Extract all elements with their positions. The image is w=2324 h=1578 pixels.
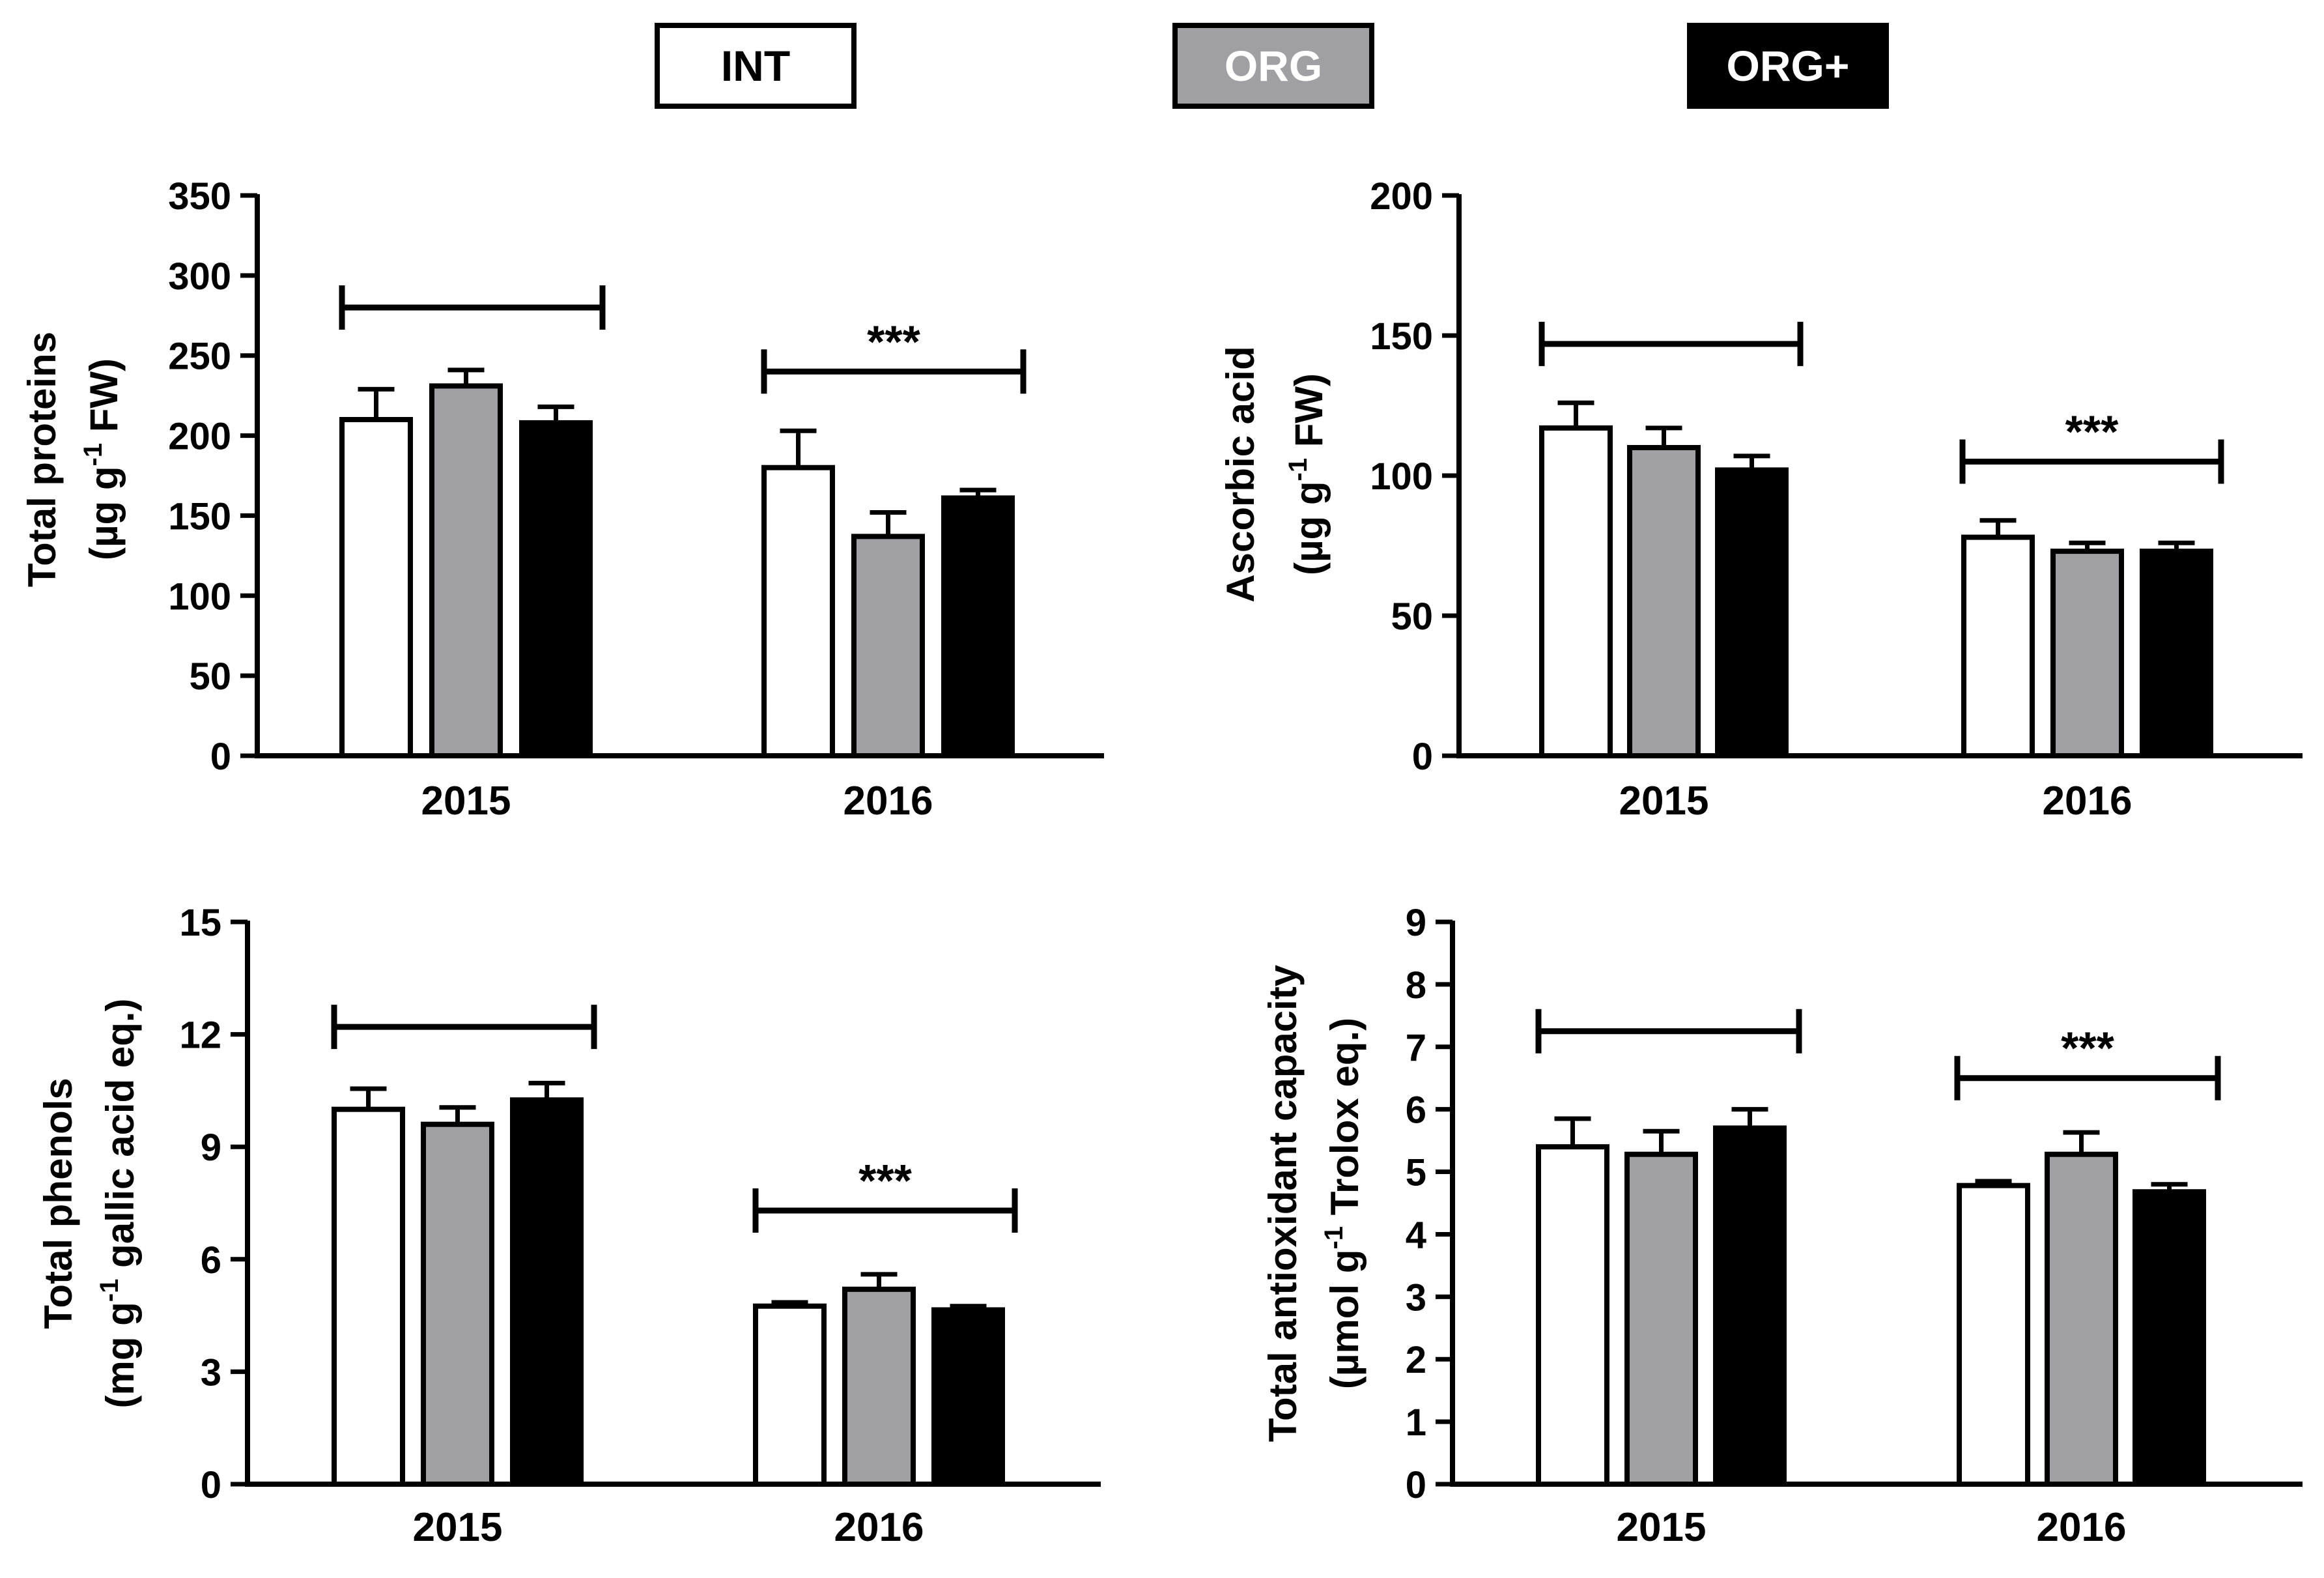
y-tick-label: 6 <box>201 1239 221 1282</box>
chart-panel-1: 0 50 100 150 200 250 300 350 2015 2016 *** Total pr… <box>20 175 1104 824</box>
y-tick-label: 8 <box>1406 964 1426 1007</box>
bar-orgplus-2015 <box>510 1097 584 1487</box>
ylabel-unit-start: (µg g <box>1287 481 1331 575</box>
ylabel-unit-start: (µg g <box>82 466 126 560</box>
y-axis-label-line1: Total proteins <box>20 332 64 587</box>
bar-int-2015 <box>1539 425 1613 759</box>
y-tick-label: 6 <box>1406 1089 1426 1132</box>
y-axis-label-line2: (mg g-1 gallic acid eq.) <box>95 998 142 1408</box>
legend-org: ORG <box>1172 23 1374 109</box>
bar-int-2016 <box>1957 1183 2030 1487</box>
y-tick-label: 0 <box>1412 736 1433 778</box>
ylabel-unit-end: gallic acid eq.) <box>98 998 142 1278</box>
bar-org-2016 <box>851 534 925 758</box>
bar-orgplus-2016 <box>941 495 1015 759</box>
ylabel-unit-end: Trolox eq.) <box>1323 1018 1367 1226</box>
legend-orgplus-label: ORG+ <box>1726 42 1850 90</box>
bar-org-2016 <box>2050 549 2124 758</box>
legend-int-label: INT <box>720 42 791 90</box>
bar-org-2016 <box>2045 1151 2118 1487</box>
y-tick-label: 50 <box>1391 595 1433 638</box>
bar-orgplus-2016 <box>2133 1189 2206 1487</box>
bar-int-2015 <box>339 417 413 758</box>
bar-int-2015 <box>332 1106 405 1487</box>
bar-int-2016 <box>1961 534 2035 758</box>
y-axis-label-line2: (µg g-1 FW) <box>79 358 126 560</box>
x-tick-label-2016: 2016 <box>834 1505 924 1550</box>
ylabel-unit-sup: -1 <box>1284 458 1312 481</box>
significance-label-2016: *** <box>858 1155 912 1206</box>
chart-panel-2: 0 50 100 150 200 2015 2016 *** Ascorbic acid (µg … <box>1219 175 2303 824</box>
y-axis-label-line1: Total phenols <box>36 1078 80 1329</box>
bar-orgplus-2016 <box>2140 549 2213 758</box>
x-tick-label-2016: 2016 <box>843 779 933 824</box>
y-axis-label-line2: (µmol g-1 Trolox eq.) <box>1320 1018 1367 1389</box>
legend-orgplus: ORG+ <box>1687 23 1889 109</box>
x-tick-label-2015: 2015 <box>1619 779 1709 824</box>
y-tick-label: 250 <box>168 336 231 378</box>
y-tick-label: 200 <box>168 416 231 458</box>
ylabel-unit-sup: -1 <box>95 1279 124 1302</box>
legend-org-label: ORG <box>1224 42 1323 90</box>
bar-int-2015 <box>1536 1144 1609 1487</box>
bar-int-2016 <box>753 1303 827 1487</box>
chart-panel-3: 0 3 6 9 12 15 2015 2016 *** Total phenols (mg g-1 … <box>36 902 1101 1550</box>
y-tick-label: 150 <box>1370 315 1433 358</box>
significance-label-2016: *** <box>2065 407 2119 457</box>
bar-org-2016 <box>842 1286 916 1487</box>
bar-org-2015 <box>429 383 503 758</box>
y-tick-label: 0 <box>210 736 231 778</box>
bar-orgplus-2015 <box>1713 1125 1787 1487</box>
y-tick-label: 0 <box>1406 1464 1426 1506</box>
y-tick-label: 100 <box>1370 455 1433 498</box>
y-axis-label-line2: (µg g-1 FW) <box>1284 373 1331 575</box>
bar-orgplus-2015 <box>519 420 593 759</box>
y-tick-label: 300 <box>168 255 231 298</box>
bar-org-2015 <box>1627 445 1701 758</box>
legend-int: INT <box>655 23 857 109</box>
x-tick-label-2015: 2015 <box>413 1505 503 1550</box>
x-tick-label-2016: 2016 <box>2043 779 2133 824</box>
y-axis-label-line1: Ascorbic acid <box>1219 346 1262 603</box>
y-tick-label: 50 <box>189 655 231 698</box>
x-tick-label-2016: 2016 <box>2037 1505 2127 1550</box>
bar-orgplus-2015 <box>1715 467 1789 759</box>
ylabel-unit-sup: -1 <box>1320 1226 1348 1250</box>
significance-label-2016: *** <box>2061 1023 2114 1074</box>
ylabel-unit-start: (mg g <box>98 1302 142 1408</box>
y-tick-label: 15 <box>179 902 221 944</box>
y-tick-label: 9 <box>201 1126 221 1169</box>
y-tick-label: 0 <box>201 1464 221 1506</box>
y-tick-label: 350 <box>168 175 231 218</box>
y-tick-label: 2 <box>1406 1339 1426 1381</box>
y-tick-label: 4 <box>1406 1214 1426 1256</box>
bar-int-2016 <box>761 465 835 758</box>
ylabel-unit-start: (µmol g <box>1323 1250 1367 1390</box>
bar-org-2015 <box>421 1121 494 1487</box>
y-axis-label-line1: Total antioxidant capacity <box>1261 964 1305 1442</box>
chart-panel-4: 0 1 2 3 4 5 6 7 8 9 2015 2016 *** Total antioxidant c… <box>1261 902 2303 1550</box>
y-tick-label: 1 <box>1406 1401 1426 1444</box>
y-tick-label: 3 <box>1406 1276 1426 1319</box>
y-tick-label: 9 <box>1406 902 1426 944</box>
y-tick-label: 150 <box>168 495 231 538</box>
x-tick-label-2015: 2015 <box>1617 1505 1707 1550</box>
y-tick-label: 100 <box>168 575 231 618</box>
x-tick-label-2015: 2015 <box>421 779 511 824</box>
ylabel-unit-end: FW) <box>82 358 126 443</box>
bar-org-2015 <box>1624 1151 1698 1487</box>
bar-orgplus-2016 <box>931 1307 1005 1487</box>
y-tick-label: 5 <box>1406 1152 1426 1194</box>
y-tick-label: 200 <box>1370 175 1433 218</box>
significance-label-2016: *** <box>867 316 920 367</box>
ylabel-unit-sup: -1 <box>79 443 107 466</box>
y-tick-label: 12 <box>179 1014 221 1057</box>
y-tick-label: 3 <box>201 1351 221 1394</box>
y-tick-label: 7 <box>1406 1027 1426 1069</box>
ylabel-unit-end: FW) <box>1287 373 1331 458</box>
